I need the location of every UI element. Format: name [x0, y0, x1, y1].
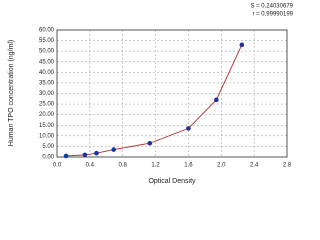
- data-point: [82, 152, 88, 158]
- data-point: [147, 140, 153, 146]
- y-tick-label: 30.00: [39, 91, 55, 97]
- y-tick-label: 5.00: [42, 144, 54, 150]
- x-axis-label: Optical Density: [148, 178, 196, 185]
- y-tick-label: 55.00: [39, 38, 55, 44]
- x-tick-label: 0.8: [119, 163, 128, 169]
- data-point: [186, 126, 191, 131]
- x-tick-label: 2.4: [250, 163, 259, 169]
- background: [0, 0, 300, 200]
- y-tick-label: 60.00: [39, 28, 55, 34]
- x-tick-label: 1.2: [151, 163, 160, 169]
- y-tick-label: 45.00: [39, 59, 55, 65]
- annotation: S = 0.24030679: [250, 4, 293, 10]
- x-tick-label: 0.0: [53, 163, 62, 169]
- x-tick-label: 0.4: [86, 163, 95, 169]
- y-tick-label: 40.00: [39, 70, 55, 76]
- y-tick-label: 15.00: [39, 123, 55, 129]
- data-point: [239, 42, 245, 48]
- y-axis-label: Human TPO concentration (ng/ml): [8, 40, 15, 146]
- y-tick-label: 35.00: [39, 80, 55, 86]
- data-point: [111, 147, 116, 152]
- y-tick-label: 0.00: [42, 155, 54, 161]
- data-point: [94, 150, 99, 156]
- plot-frame: [56, 29, 288, 158]
- data-point: [63, 153, 69, 159]
- chart: S = 0.24030679 r = 0.99990199 Optical De…: [0, 0, 300, 200]
- annotation: r = 0.99990199: [252, 12, 293, 18]
- y-tick-label: 25.00: [39, 102, 55, 108]
- y-tick-label: 20.00: [39, 112, 55, 118]
- x-tick-label: 2.0: [217, 163, 226, 169]
- x-tick-label: 2.8: [283, 163, 292, 169]
- x-tick-label: 1.6: [184, 163, 193, 169]
- y-tick-label: 10.00: [39, 133, 55, 139]
- y-tick-label: 50.00: [39, 49, 55, 55]
- data-point: [214, 97, 219, 103]
